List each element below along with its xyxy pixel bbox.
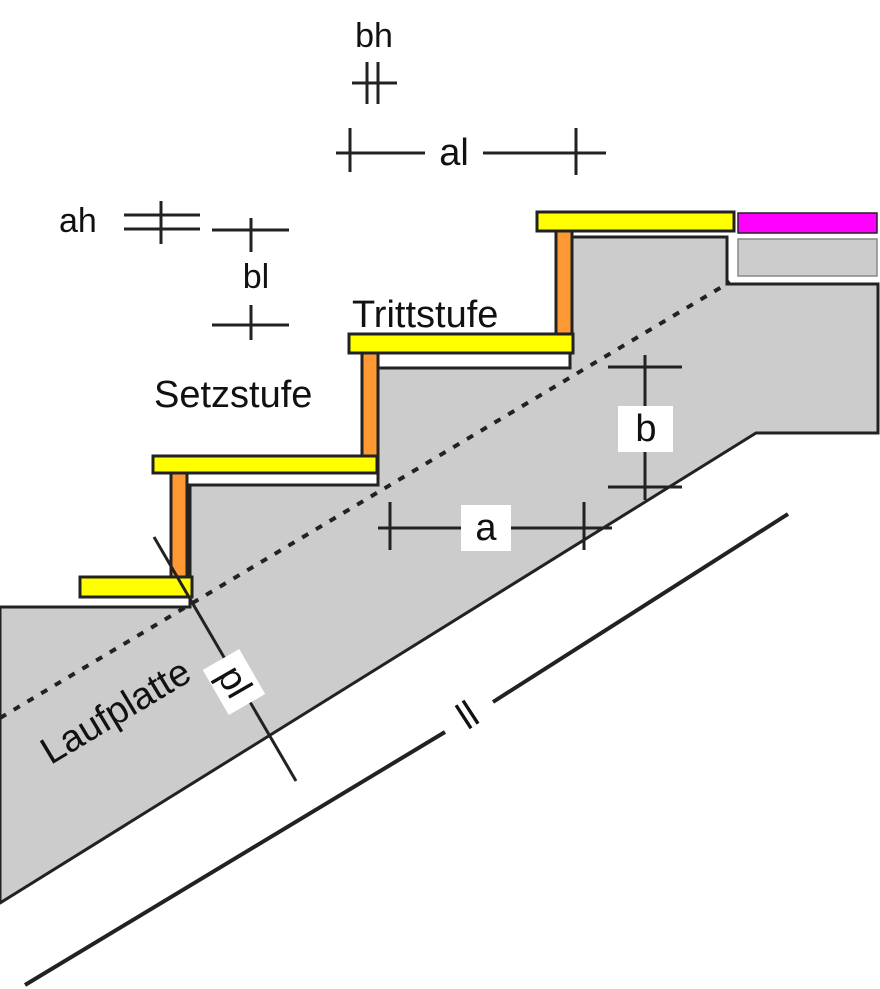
ah-label: ah bbox=[59, 202, 97, 240]
tread-3 bbox=[347, 332, 575, 355]
tread-2 bbox=[151, 454, 379, 475]
b-label: b bbox=[635, 408, 656, 450]
tread-4 bbox=[535, 210, 736, 233]
a-label: a bbox=[475, 507, 497, 549]
landing-finish-base bbox=[737, 238, 878, 277]
riser-2 bbox=[360, 350, 380, 461]
tread-1 bbox=[78, 575, 194, 599]
concrete-stair-body bbox=[0, 235, 880, 905]
b-label-box bbox=[618, 406, 673, 452]
setzstufe-label: Setzstufe bbox=[154, 374, 312, 416]
ll-label-group: ll bbox=[449, 694, 486, 738]
ll-line-lower bbox=[23, 730, 447, 987]
riser-1 bbox=[169, 470, 189, 584]
a-label-box bbox=[461, 505, 511, 551]
ll-label: ll bbox=[449, 694, 486, 738]
bh-label: bh bbox=[355, 17, 393, 55]
landing-finish-magenta bbox=[737, 212, 878, 234]
bl-label: bl bbox=[243, 258, 269, 296]
riser-3 bbox=[554, 228, 574, 338]
slab-center-dotted-line bbox=[0, 280, 732, 720]
pl-label-box bbox=[202, 648, 266, 716]
trittstufe-label: Trittstufe bbox=[352, 294, 498, 336]
al-label: al bbox=[439, 132, 469, 174]
ll-line-upper bbox=[491, 512, 790, 704]
